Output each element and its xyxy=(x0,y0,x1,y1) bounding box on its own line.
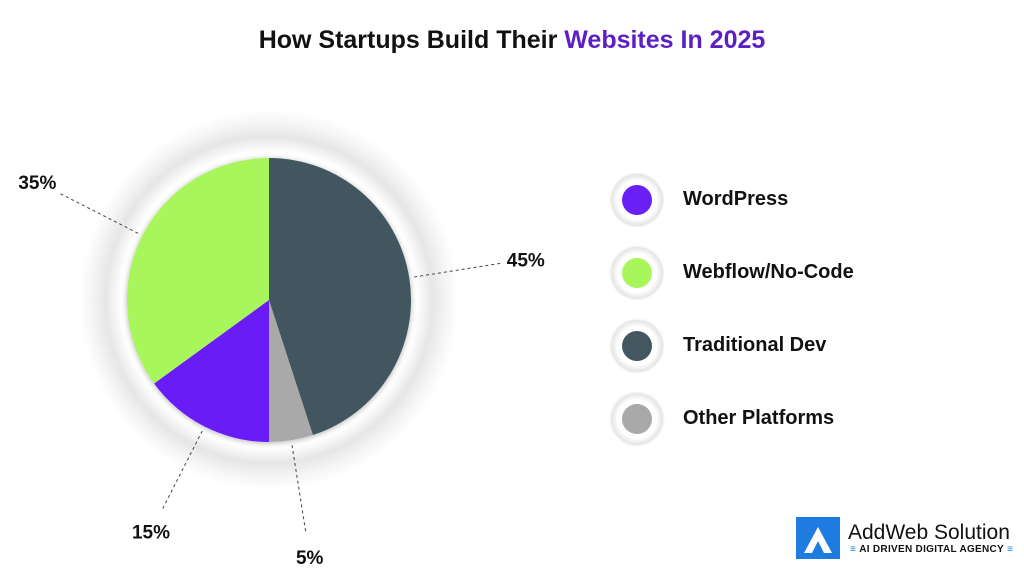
legend-swatch xyxy=(612,393,662,444)
legend-item: WordPress xyxy=(612,163,854,236)
leader-line xyxy=(291,445,307,535)
slice-webflow-no-code xyxy=(126,158,269,384)
brand-tagline: AI DRIVEN DIGITAL AGENCY xyxy=(859,543,1005,555)
leader-line xyxy=(57,191,139,234)
legend-swatch xyxy=(612,320,662,371)
slice-traditional-dev xyxy=(269,158,411,436)
brand-logo: AddWeb Solution ≡ AI DRIVEN DIGITAL AGEN… xyxy=(796,517,1013,559)
brand-name: AddWeb Solution xyxy=(848,520,1010,544)
data-label: 5% xyxy=(296,548,324,569)
legend-item: Webflow/No-Code xyxy=(612,236,854,309)
chart-title: How Startups Build Their Websites In 202… xyxy=(0,26,1024,55)
slice-other-platforms xyxy=(269,300,313,442)
data-label: 15% xyxy=(132,523,170,544)
legend-swatch xyxy=(612,174,662,225)
legend-item: Other Platforms xyxy=(612,382,854,455)
leader-line xyxy=(160,430,203,512)
data-label: 35% xyxy=(18,173,56,194)
logo-icon xyxy=(796,517,840,559)
title-part2: Websites In 2025 xyxy=(564,26,766,54)
legend: WordPress Webflow/No-Code Traditional Dev O… xyxy=(612,163,854,455)
slice-wordpress xyxy=(154,300,269,442)
legend-label: Webflow/No-Code xyxy=(683,261,854,283)
legend-label: Traditional Dev xyxy=(683,334,827,356)
data-label: 45% xyxy=(507,250,545,271)
legend-label: Other Platforms xyxy=(683,407,835,429)
legend-label: WordPress xyxy=(683,188,789,210)
legend-item: Traditional Dev xyxy=(612,309,854,382)
legend-swatch xyxy=(612,247,662,298)
leader-line xyxy=(414,262,504,278)
title-part1: How Startups Build Their xyxy=(258,26,558,54)
